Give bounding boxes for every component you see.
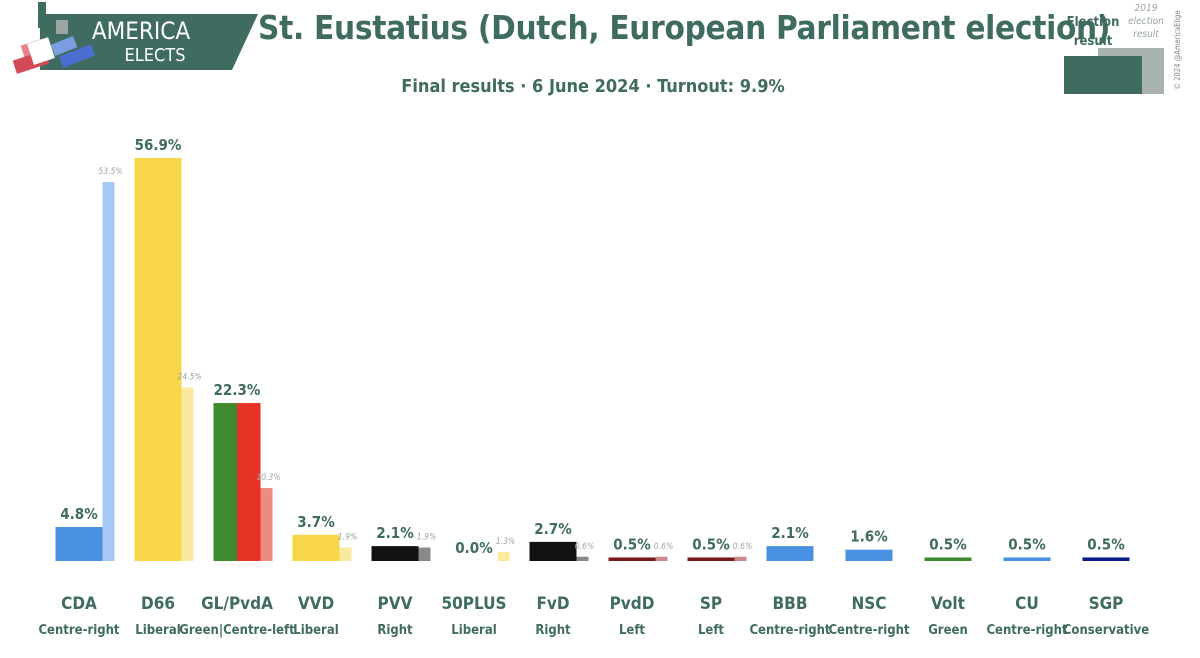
- label-value-volt: 0.5%: [929, 535, 967, 553]
- bar-2019-50plus: [497, 551, 510, 561]
- legend-previous-line1: 2019: [1135, 3, 1158, 14]
- label-value-pvv: 2.1%: [376, 524, 414, 542]
- label-value-sgp: 0.5%: [1087, 535, 1125, 553]
- america-elects-logo: AMERICA ELECTS: [12, 2, 258, 74]
- bar-2019-gl-pvda: [260, 488, 273, 561]
- copyright-text: © 2024 @AmericaElige: [1173, 10, 1182, 89]
- party-name-sgp: SGP: [1089, 594, 1124, 614]
- party-ideology-sp: Left: [698, 623, 724, 638]
- bar-cu: [1003, 557, 1051, 561]
- chart-subtitle: Final results · 6 June 2024 · Turnout: 9…: [401, 76, 785, 97]
- party-name-vvd: VVD: [298, 594, 334, 614]
- party-ideology-sgp: Conservative: [1063, 623, 1149, 638]
- logo-banner: [40, 14, 258, 70]
- label-2019-vvd: 1.9%: [338, 533, 357, 543]
- label-value-fvd: 2.7%: [534, 520, 572, 538]
- label-value-sp: 0.5%: [692, 535, 730, 553]
- bar-nsc: [845, 549, 893, 561]
- label-2019-pvv: 1.9%: [417, 533, 436, 543]
- label-value-nsc: 1.6%: [850, 528, 888, 546]
- legend-swatch-current: [1064, 56, 1142, 94]
- logo-text-elects: ELECTS: [125, 45, 186, 66]
- party-name-cu: CU: [1015, 594, 1039, 614]
- party-name-fvd: FvD: [536, 594, 569, 614]
- label-value-cu: 0.5%: [1008, 535, 1046, 553]
- bar-bbb: [766, 546, 814, 561]
- party-name-cda: CDA: [61, 594, 97, 614]
- bar-2019-sp: [734, 556, 747, 561]
- party-ideology-pvv: Right: [377, 623, 413, 638]
- label-value-bbb: 2.1%: [771, 524, 809, 542]
- legend: Election result 2019 election result © 2…: [1064, 3, 1182, 94]
- bar-gl-pvda-pvda: [237, 403, 261, 561]
- party-ideology-fvd: Right: [535, 623, 571, 638]
- bar-fvd: [529, 541, 577, 561]
- bar-pvv: [371, 546, 419, 561]
- label-2019-sp: 0.6%: [733, 542, 752, 552]
- label-2019-pvdd: 0.6%: [654, 542, 673, 552]
- bar-2019-d66: [181, 387, 194, 561]
- party-name-pvdd: PvdD: [610, 594, 655, 614]
- party-ideology-vvd: Liberal: [293, 623, 338, 638]
- legend-current-line1: Election: [1067, 15, 1120, 30]
- bar-vvd: [292, 534, 340, 561]
- party-name-volt: Volt: [931, 594, 965, 614]
- bar-cda: [55, 527, 103, 561]
- party-name-gl-pvda: GL/PvdA: [201, 594, 273, 614]
- legend-current-line2: result: [1074, 34, 1113, 49]
- label-2019-50plus: 1.3%: [496, 537, 515, 547]
- logo-text-america: AMERICA: [92, 17, 190, 45]
- party-name-nsc: NSC: [851, 594, 886, 614]
- party-ideology-volt: Green: [928, 623, 968, 638]
- bar-gl-pvda-gl: [213, 403, 237, 561]
- party-name-pvv: PVV: [378, 594, 413, 614]
- party-ideology-pvdd: Left: [619, 623, 645, 638]
- label-value-d66: 56.9%: [135, 136, 182, 154]
- bar-sp: [687, 557, 735, 561]
- label-2019-gl-pvda: 10.3%: [256, 473, 280, 483]
- legend-previous-line3: result: [1133, 29, 1159, 40]
- bar-2019-cda: [102, 182, 115, 561]
- bar-2019-fvd: [576, 556, 589, 561]
- bar-2019-pvdd: [655, 556, 668, 561]
- party-name-50plus: 50PLUS: [441, 594, 506, 614]
- party-ideology-cu: Centre-right: [986, 623, 1067, 638]
- label-2019-cda: 53.5%: [98, 167, 122, 177]
- party-ideology-nsc: Centre-right: [828, 623, 909, 638]
- label-value-vvd: 3.7%: [297, 513, 335, 531]
- bar-chart: 53.5% 4.8% CDA Centre-right 24.5% 56.9% D66 Lib…: [38, 136, 1149, 638]
- chart-title: St. Eustatius (Dutch, European Parliamen…: [258, 8, 1111, 47]
- bar-2019-pvv: [418, 547, 431, 561]
- bar-2019-vvd: [339, 547, 352, 561]
- bar-volt: [924, 557, 972, 561]
- label-value-pvdd: 0.5%: [613, 535, 651, 553]
- label-value-cda: 4.8%: [60, 505, 98, 523]
- party-name-d66: D66: [141, 594, 175, 614]
- label-2019-fvd: 0.6%: [575, 542, 594, 552]
- party-name-bbb: BBB: [773, 594, 808, 614]
- party-name-sp: SP: [700, 594, 722, 614]
- bar-sgp: [1082, 557, 1130, 561]
- label-2019-d66: 24.5%: [177, 372, 201, 382]
- bar-d66: [134, 157, 182, 562]
- party-ideology-cda: Centre-right: [38, 623, 119, 638]
- party-ideology-gl-pvda: Green|Centre-left: [179, 623, 295, 638]
- party-ideology-d66: Liberal: [135, 623, 180, 638]
- party-ideology-50plus: Liberal: [451, 623, 496, 638]
- legend-previous-line2: election: [1128, 16, 1164, 27]
- label-value-gl-pvda: 22.3%: [214, 381, 261, 399]
- label-value-50plus: 0.0%: [455, 539, 493, 557]
- bar-pvdd: [608, 557, 656, 561]
- party-ideology-bbb: Centre-right: [749, 623, 830, 638]
